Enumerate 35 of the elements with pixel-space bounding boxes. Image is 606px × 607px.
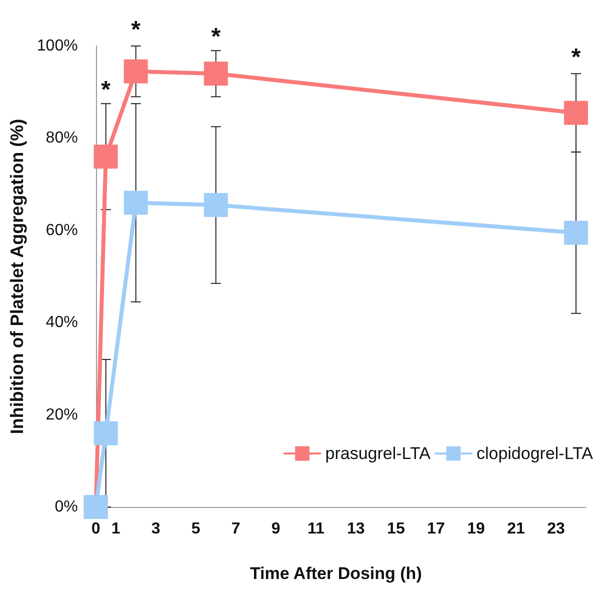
y-tick-label: 0% <box>54 498 78 516</box>
x-tick-label: 21 <box>507 520 525 538</box>
y-tick-label: 20% <box>46 406 78 424</box>
x-tick-label: 1 <box>111 520 120 538</box>
annotation: * <box>101 76 112 104</box>
x-tick-label: 17 <box>427 520 445 538</box>
y-tick-label: 80% <box>46 130 78 147</box>
y-tick-label: 40% <box>46 314 78 332</box>
x-tick-label: 19 <box>467 520 485 538</box>
x-tick-label: 5 <box>191 520 200 538</box>
legend-label: prasugrel-LTA <box>325 444 432 463</box>
point <box>124 190 148 215</box>
x-tick-label: 23 <box>547 520 565 538</box>
x-tick-label: 3 <box>151 520 160 538</box>
x-tick-label: 13 <box>347 520 365 538</box>
x-axis-title: Time After Dosing (h) <box>250 564 422 583</box>
legend-label: clopidogrel-LTA <box>476 444 594 463</box>
x-tick-label: 0 <box>91 520 100 538</box>
point <box>94 144 118 169</box>
y-tick-label: 100% <box>36 38 78 54</box>
point <box>564 220 588 245</box>
point <box>124 59 148 84</box>
x-tick-label: 7 <box>231 520 240 538</box>
y-axis-title: Inhibition of Platelet Aggregation (%) <box>7 118 27 434</box>
x-tick-label: 9 <box>271 520 280 538</box>
point <box>94 421 118 446</box>
point <box>204 62 228 86</box>
x-tick-label: 15 <box>387 520 405 538</box>
annotation: * <box>211 23 222 50</box>
point <box>204 193 228 218</box>
x-tick-label: 11 <box>307 520 324 538</box>
point <box>564 100 588 125</box>
annotation: * <box>571 44 582 72</box>
annotation: * <box>131 16 142 44</box>
y-tick-label: 60% <box>46 222 78 239</box>
